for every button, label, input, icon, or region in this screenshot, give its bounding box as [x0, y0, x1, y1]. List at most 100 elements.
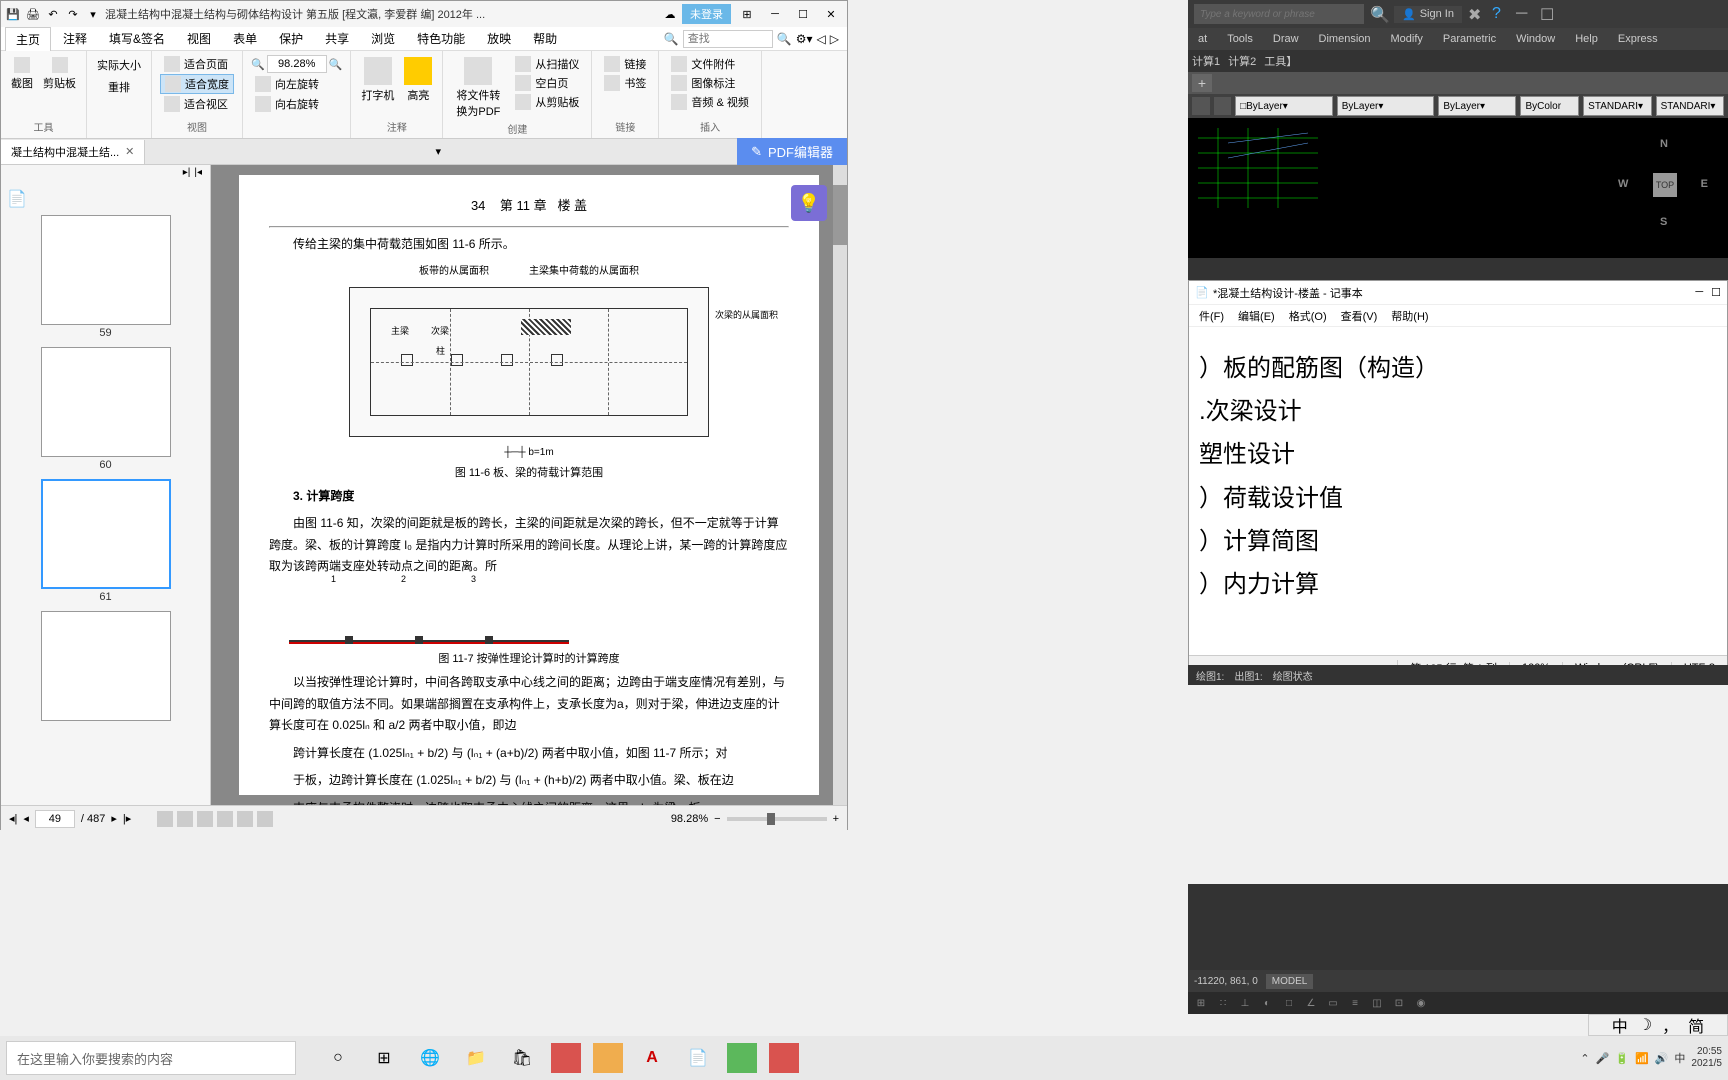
hint-bulb-icon[interactable]: 💡: [791, 185, 827, 221]
tab-close-icon[interactable]: ✕: [125, 145, 134, 158]
compass-w[interactable]: W: [1618, 178, 1628, 190]
clipboard-button[interactable]: 剪贴板: [41, 55, 78, 93]
layout2-icon[interactable]: [177, 811, 193, 827]
pdf-content-area[interactable]: 💡 34 第 11 章 楼 盖 传给主梁的集中荷载范围如图 11-6 所示。 板…: [211, 165, 847, 805]
nav-prev-icon[interactable]: ◁: [817, 32, 826, 46]
menu-format[interactable]: at: [1188, 31, 1217, 47]
ime-simp[interactable]: 简: [1688, 1013, 1704, 1037]
notepad-minimize[interactable]: ─: [1695, 286, 1703, 299]
tab-calc1[interactable]: 计算1: [1192, 53, 1220, 69]
layer-dropdown-2[interactable]: ByLayer ▾: [1337, 96, 1435, 116]
sc-icon[interactable]: ⊡: [1390, 994, 1408, 1012]
maximize-button[interactable]: ☐: [791, 4, 815, 24]
tray-clock[interactable]: 20:55 2021/5: [1691, 1046, 1722, 1070]
from-clip-button[interactable]: 从剪贴板: [511, 93, 583, 111]
zoom-out-icon[interactable]: 🔍: [251, 58, 265, 71]
compass-e[interactable]: E: [1701, 178, 1708, 190]
cortana-icon[interactable]: ○: [316, 1038, 360, 1078]
thumbnail-60[interactable]: 60: [41, 347, 171, 473]
pdf-editor-button[interactable]: ✎ PDF编辑器: [737, 138, 847, 165]
tray-mic-icon[interactable]: 🎤: [1596, 1052, 1610, 1065]
cad-viewport[interactable]: TOP N S E W: [1188, 118, 1728, 258]
scan-button[interactable]: 从扫描仪: [511, 55, 583, 73]
menu-modify[interactable]: Modify: [1381, 31, 1433, 47]
tray-ime[interactable]: 中: [1674, 1050, 1685, 1066]
rotate-right-button[interactable]: 向右旋转: [251, 95, 342, 113]
np-menu-file[interactable]: 件(F): [1193, 306, 1230, 326]
tray-up-icon[interactable]: ⌃: [1580, 1052, 1589, 1065]
tool-icon-2[interactable]: [1214, 97, 1232, 115]
search-icon[interactable]: 🔍: [664, 32, 679, 46]
menu-features[interactable]: 特色功能: [407, 27, 475, 50]
fit-page-button[interactable]: 适合页面: [160, 55, 234, 73]
tray-wifi-icon[interactable]: 📶: [1635, 1052, 1649, 1065]
view-cube[interactable]: TOP N S E W: [1618, 138, 1708, 228]
dyn-icon[interactable]: ▭: [1324, 994, 1342, 1012]
menu-parametric[interactable]: Parametric: [1433, 31, 1506, 47]
explorer-icon[interactable]: 📁: [454, 1038, 498, 1078]
expand-icon[interactable]: |◂: [194, 167, 202, 185]
prev-page-icon[interactable]: ◂: [23, 812, 29, 825]
standard-dropdown-1[interactable]: STANDARI ▾: [1583, 96, 1651, 116]
zoom-in-icon[interactable]: 🔍: [329, 58, 343, 71]
menu-protect[interactable]: 保护: [269, 27, 313, 50]
cloud-icon[interactable]: ☁: [662, 6, 678, 22]
login-button[interactable]: 未登录: [682, 4, 731, 24]
menu-window[interactable]: Window: [1506, 31, 1565, 47]
edge-icon[interactable]: 🌐: [408, 1038, 452, 1078]
typewriter-button[interactable]: 打字机: [359, 55, 396, 105]
redo-icon[interactable]: ↷: [65, 6, 81, 22]
ime-toolbar[interactable]: 中 ☽ ， 简: [1588, 1014, 1728, 1036]
menu-draw[interactable]: Draw: [1263, 31, 1309, 47]
minimize-button[interactable]: ─: [763, 4, 787, 24]
layout4-icon[interactable]: [217, 811, 233, 827]
cad-command-line[interactable]: -11220, 861, 0 MODEL: [1188, 970, 1728, 992]
av-button[interactable]: 音频 & 视频: [667, 93, 752, 111]
ime-moon-icon[interactable]: ☽: [1638, 1015, 1652, 1035]
np-menu-edit[interactable]: 编辑(E): [1232, 306, 1281, 326]
screenshot-button[interactable]: 截图: [9, 55, 35, 93]
collapse-icon[interactable]: ▸|: [183, 167, 191, 185]
app-icon-2[interactable]: [593, 1043, 623, 1073]
thumbnail-61[interactable]: 61: [41, 479, 171, 605]
autocad-icon[interactable]: A: [630, 1038, 674, 1078]
menu-express[interactable]: Express: [1608, 31, 1668, 47]
fit-view-button[interactable]: 适合视区: [160, 95, 234, 113]
signin-button[interactable]: 👤 Sign In: [1394, 6, 1462, 23]
search-input[interactable]: [683, 30, 773, 48]
ime-char[interactable]: 中: [1612, 1013, 1628, 1037]
undo-icon[interactable]: ↶: [45, 6, 61, 22]
notepad-maximize[interactable]: ☐: [1711, 286, 1721, 299]
thumbnail-tool-icon[interactable]: 📄: [7, 191, 27, 208]
am-icon[interactable]: ◉: [1412, 994, 1430, 1012]
app-menu-icon[interactable]: ⊞: [735, 4, 759, 24]
thumbnail-62[interactable]: [41, 611, 171, 721]
layer-dropdown-1[interactable]: □ByLayer ▾: [1235, 96, 1333, 116]
notepad-taskbar-icon[interactable]: 📄: [676, 1038, 720, 1078]
menu-fill[interactable]: 填写&签名: [99, 27, 175, 50]
last-page-icon[interactable]: |▸: [123, 812, 131, 825]
tray-volume-icon[interactable]: 🔊: [1655, 1052, 1669, 1065]
help-icon[interactable]: ?: [1492, 5, 1510, 23]
ime-punct[interactable]: ，: [1662, 1013, 1678, 1037]
zoom-input[interactable]: [267, 55, 327, 73]
exchange-icon[interactable]: ✖: [1468, 5, 1486, 23]
taskbar-search[interactable]: 在这里输入你要搜索的内容: [6, 1041, 296, 1075]
app-icon-1[interactable]: [551, 1043, 581, 1073]
standard-dropdown-2[interactable]: STANDARI ▾: [1656, 96, 1724, 116]
tray-battery-icon[interactable]: 🔋: [1615, 1052, 1629, 1065]
np-menu-view[interactable]: 查看(V): [1335, 306, 1384, 326]
actual-size-button[interactable]: 实际大小: [95, 55, 143, 75]
search-go-icon[interactable]: 🔍: [1370, 5, 1388, 23]
layout1-icon[interactable]: [157, 811, 173, 827]
search-go-icon[interactable]: 🔍: [777, 32, 792, 46]
layout3-icon[interactable]: [197, 811, 213, 827]
page-number-input[interactable]: [35, 810, 75, 828]
grid-icon[interactable]: ⊞: [1192, 994, 1210, 1012]
snap-icon[interactable]: ∷: [1214, 994, 1232, 1012]
menu-annotate[interactable]: 注释: [53, 27, 97, 50]
highlight-button[interactable]: 高亮: [402, 55, 434, 105]
compass-s[interactable]: S: [1660, 216, 1667, 228]
tab-calc2[interactable]: 计算2: [1228, 53, 1256, 69]
tab-tools[interactable]: 工具】: [1264, 53, 1297, 69]
